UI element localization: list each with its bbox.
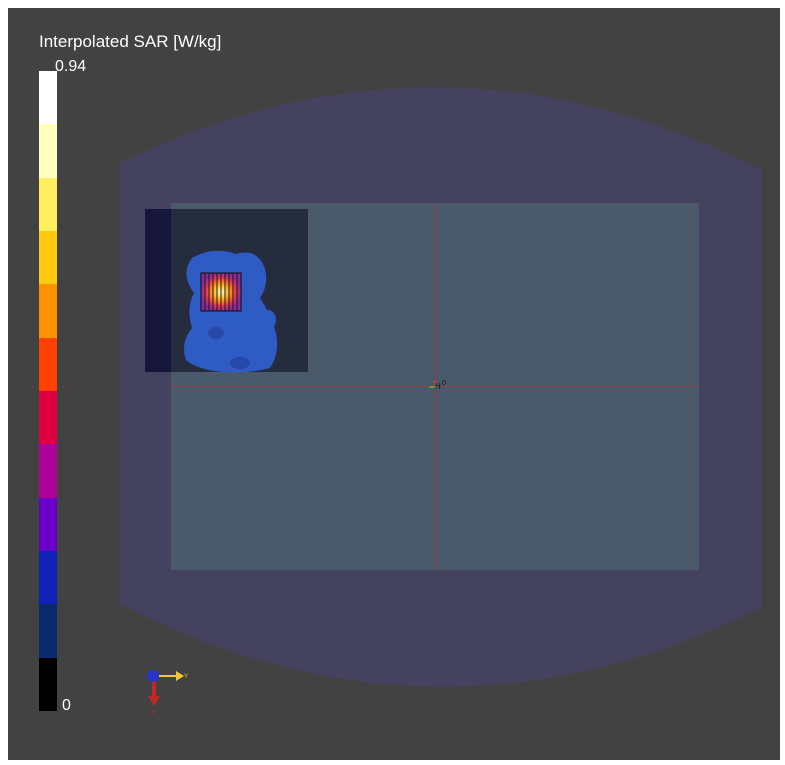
sar-blob-dark-1 — [208, 327, 224, 339]
legend-max-label: 0.94 — [55, 58, 87, 75]
legend-segment-1 — [39, 124, 57, 178]
legend-min-label: 0 — [62, 697, 71, 714]
legend-colorbar — [39, 71, 57, 711]
legend-segment-6 — [39, 390, 57, 445]
scene-canvas[interactable]: H 0 Y X — [8, 8, 780, 760]
legend-segment-0 — [39, 71, 57, 125]
legend-segment-5 — [39, 337, 57, 391]
origin-marker-label: H — [435, 382, 441, 391]
legend-segment-7 — [39, 444, 57, 498]
legend-segment-10 — [39, 604, 57, 658]
sar-blob — [184, 250, 278, 373]
axis-y-label: Y — [184, 674, 188, 680]
sar-blob-dark-2 — [230, 357, 250, 369]
axis-gizmo-icon — [147, 670, 184, 706]
legend-segment-4 — [39, 284, 57, 338]
origin-marker-sub: 0 — [442, 380, 446, 387]
legend-segment-11 — [39, 657, 57, 711]
legend-segment-9 — [39, 550, 57, 605]
3d-viewport[interactable]: H 0 Y X Interpolated SAR [W/kg] 0.94 0 — [8, 8, 780, 760]
legend-segment-3 — [39, 230, 57, 285]
legend-title: Interpolated SAR [W/kg] — [39, 32, 222, 51]
sar-blob-side — [260, 310, 276, 330]
zoom-scan-grid — [204, 273, 238, 311]
scan-left-strip — [145, 209, 171, 372]
legend-segment-2 — [39, 177, 57, 231]
origin-marker-icon — [429, 380, 437, 388]
legend-segment-8 — [39, 497, 57, 551]
axis-x-label: X — [151, 710, 155, 716]
